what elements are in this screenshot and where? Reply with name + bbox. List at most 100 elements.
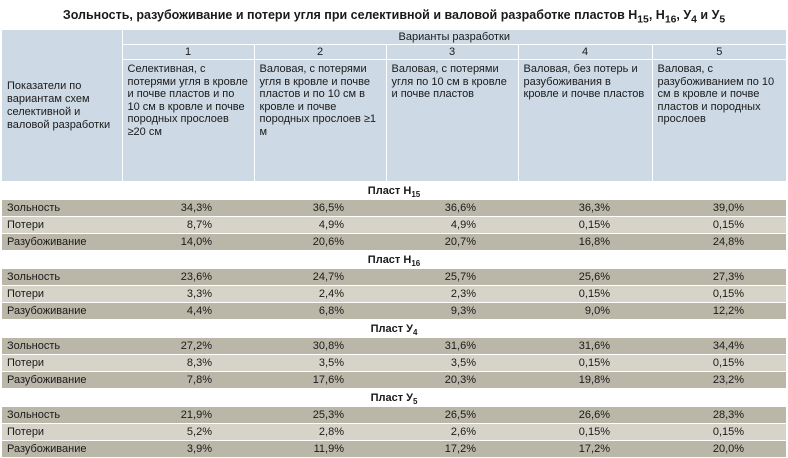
variant-description: Селективная, с потерями угля в кровле и … <box>122 59 255 182</box>
table-title: Зольность, разубоживание и потери угля п… <box>62 8 726 26</box>
table-cell: 0,15% <box>652 285 787 303</box>
table-cell: 14,0% <box>122 233 254 251</box>
table-cell: 2,3% <box>386 285 518 303</box>
table-cell: 9,0% <box>518 302 652 320</box>
table-cell: 4,9% <box>386 216 518 234</box>
row-label: Разубоживание <box>2 440 122 458</box>
section-header: Пласт У5 <box>2 388 787 407</box>
table-cell: 39,0% <box>652 200 787 217</box>
table-row: Зольность 23,6% 24,7% 25,7% 25,6% 27,3% <box>2 269 787 286</box>
table-cell: 0,15% <box>652 216 787 234</box>
table-cell: 0,15% <box>518 423 652 441</box>
table-cell: 0,15% <box>652 354 787 372</box>
data-table: Показатели по вариантам схем селективной… <box>2 30 787 458</box>
table-cell: 36,6% <box>386 200 518 217</box>
table-cell: 9,3% <box>386 302 518 320</box>
table-cell: 3,5% <box>386 354 518 372</box>
table-cell: 6,8% <box>254 302 386 320</box>
section-header: Пласт У4 <box>2 319 787 338</box>
table-cell: 3,3% <box>122 285 254 303</box>
table-row: Разубоживание 7,8% 17,6% 20,3% 19,8% 23,2% <box>2 371 787 389</box>
section-header: Пласт Н16 <box>2 250 787 269</box>
table-cell: 31,6% <box>518 338 652 355</box>
table-cell: 5,2% <box>122 423 254 441</box>
table-cell: 4,4% <box>122 302 254 320</box>
table-cell: 34,4% <box>652 338 787 355</box>
table-cell: 36,3% <box>518 200 652 217</box>
table-row: Разубоживание 4,4% 6,8% 9,3% 9,0% 12,2% <box>2 302 787 320</box>
row-label: Потери <box>2 354 122 372</box>
table-cell: 21,9% <box>122 407 254 424</box>
table-cell: 27,3% <box>652 269 787 286</box>
table-cell: 20,0% <box>652 440 787 458</box>
table-cell: 26,6% <box>518 407 652 424</box>
table-cell: 27,2% <box>122 338 254 355</box>
table-cell: 0,15% <box>518 354 652 372</box>
table-cell: 20,7% <box>386 233 518 251</box>
table-row: Зольность 27,2% 30,8% 31,6% 31,6% 34,4% <box>2 338 787 355</box>
variant-number: 5 <box>652 44 787 60</box>
table-cell: 19,8% <box>518 371 652 389</box>
table-cell: 34,3% <box>122 200 254 217</box>
table-cell: 25,7% <box>386 269 518 286</box>
table-cell: 17,2% <box>386 440 518 458</box>
table-cell: 36,5% <box>254 200 386 217</box>
row-label: Зольность <box>2 200 122 217</box>
table-cell: 3,9% <box>122 440 254 458</box>
table-row: Потери 5,2% 2,8% 2,6% 0,15% 0,15% <box>2 423 787 441</box>
variant-number: 2 <box>254 44 387 60</box>
table-cell: 26,5% <box>386 407 518 424</box>
table-cell: 2,8% <box>254 423 386 441</box>
table-cell: 4,9% <box>254 216 386 234</box>
row-label: Потери <box>2 285 122 303</box>
row-label: Потери <box>2 423 122 441</box>
table-row: Разубоживание 3,9% 11,9% 17,2% 17,2% 20,0% <box>2 440 787 458</box>
table-cell: 0,15% <box>518 216 652 234</box>
table-cell: 7,8% <box>122 371 254 389</box>
variant-description: Валовая, без потерь и разубоживания в кр… <box>518 59 653 182</box>
variants-header: Варианты разработки <box>122 30 787 45</box>
variant-number: 3 <box>386 44 519 60</box>
table-cell: 25,6% <box>518 269 652 286</box>
table-cell: 31,6% <box>386 338 518 355</box>
table-cell: 8,7% <box>122 216 254 234</box>
section-header: Пласт Н15 <box>2 181 787 200</box>
table-cell: 2,6% <box>386 423 518 441</box>
row-label: Потери <box>2 216 122 234</box>
table-cell: 25,3% <box>254 407 386 424</box>
table-cell: 12,2% <box>652 302 787 320</box>
row-label: Разубоживание <box>2 233 122 251</box>
variant-number: 1 <box>122 44 255 60</box>
variant-description: Валовая, с потерями угля в кровле и почв… <box>254 59 387 182</box>
table-row: Потери 8,3% 3,5% 3,5% 0,15% 0,15% <box>2 354 787 372</box>
table-row: Разубоживание 14,0% 20,6% 20,7% 16,8% 24,8% <box>2 233 787 251</box>
row-label: Разубоживание <box>2 302 122 320</box>
section-title: Пласт Н15 <box>2 181 787 200</box>
table-cell: 24,7% <box>254 269 386 286</box>
table-cell: 16,8% <box>518 233 652 251</box>
section-title: Пласт У4 <box>2 319 787 338</box>
table-row: Зольность 21,9% 25,3% 26,5% 26,6% 28,3% <box>2 407 787 424</box>
table-cell: 2,4% <box>254 285 386 303</box>
variant-number: 4 <box>518 44 653 60</box>
table-cell: 30,8% <box>254 338 386 355</box>
table-row: Потери 3,3% 2,4% 2,3% 0,15% 0,15% <box>2 285 787 303</box>
table-cell: 17,6% <box>254 371 386 389</box>
row-label: Зольность <box>2 407 122 424</box>
section-title: Пласт У5 <box>2 388 787 407</box>
table-cell: 20,3% <box>386 371 518 389</box>
table-cell: 0,15% <box>652 423 787 441</box>
table-cell: 0,15% <box>518 285 652 303</box>
table-cell: 24,8% <box>652 233 787 251</box>
table-cell: 11,9% <box>254 440 386 458</box>
row-label: Разубоживание <box>2 371 122 389</box>
table-cell: 3,5% <box>254 354 386 372</box>
table-cell: 23,2% <box>652 371 787 389</box>
table-cell: 28,3% <box>652 407 787 424</box>
row-label: Зольность <box>2 338 122 355</box>
table-cell: 8,3% <box>122 354 254 372</box>
variant-description: Валовая, с разубоживанием по 10 см в кро… <box>652 59 787 182</box>
section-title: Пласт Н16 <box>2 250 787 269</box>
table-cell: 20,6% <box>254 233 386 251</box>
table-cell: 23,6% <box>122 269 254 286</box>
